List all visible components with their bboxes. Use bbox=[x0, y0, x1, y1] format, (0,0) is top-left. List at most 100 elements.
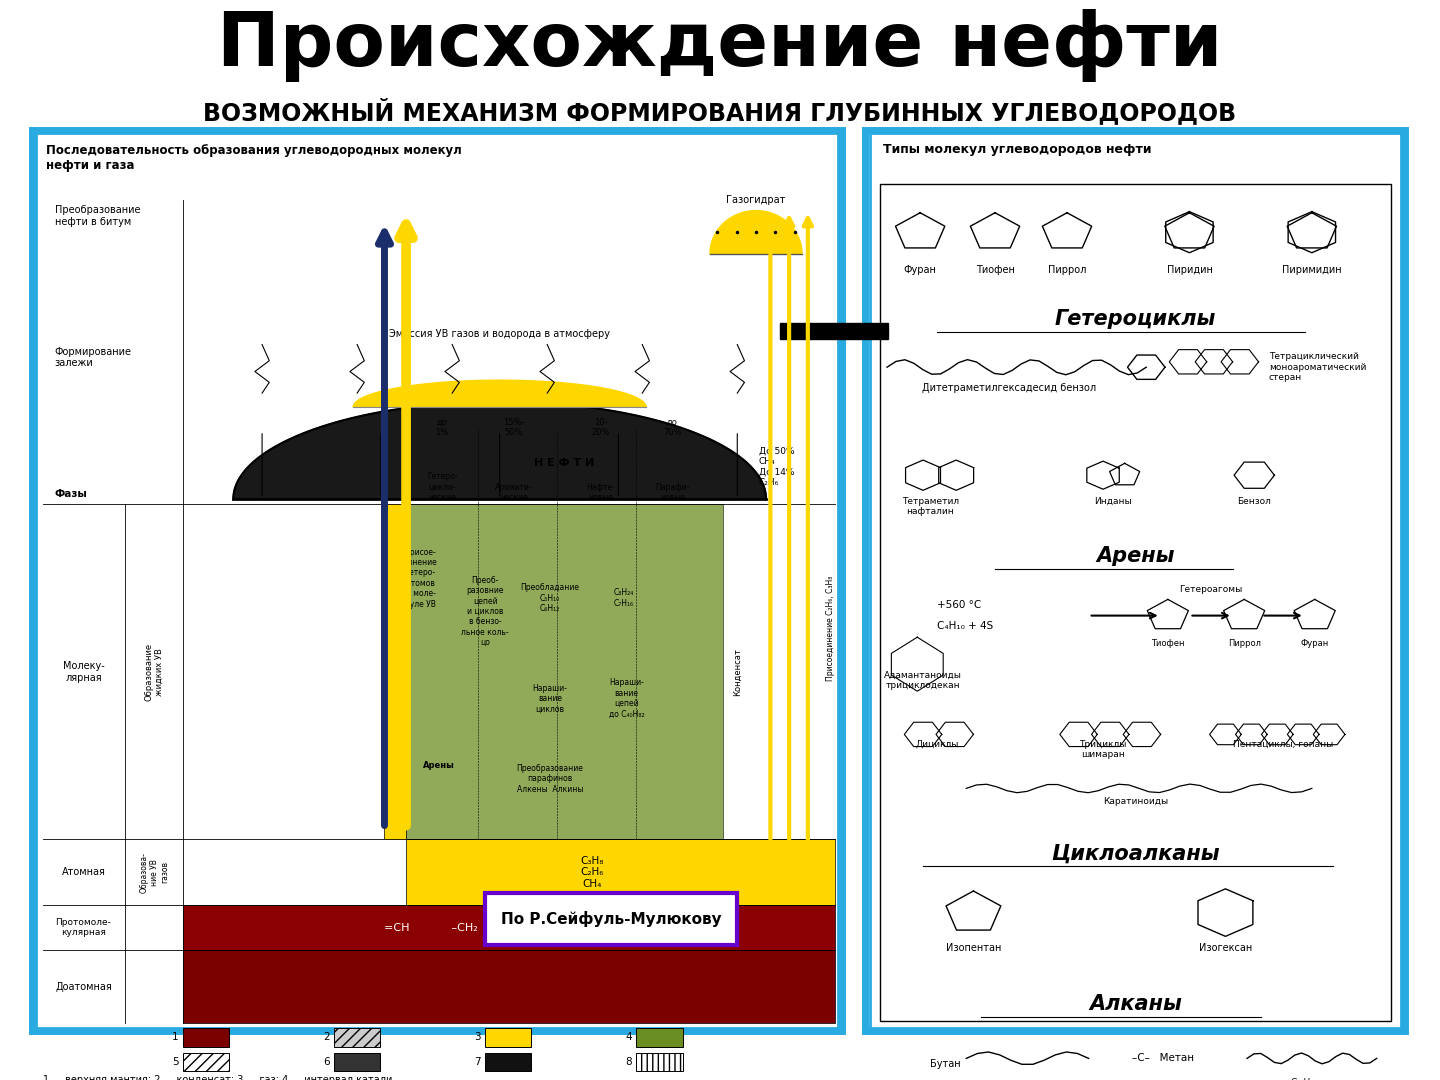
Text: C₁₅H₁₀
Пристан: C₁₅H₁₀ Пристан bbox=[1284, 1078, 1325, 1080]
Text: Нараши-
вание
цепей
до C₄₀H₈₂: Нараши- вание цепей до C₄₀H₈₂ bbox=[609, 678, 644, 718]
Text: Гетероциклы: Гетероциклы bbox=[1054, 309, 1217, 328]
Bar bbox=[485, 1053, 531, 1071]
Bar bbox=[183, 1028, 229, 1047]
Text: Изопентан: Изопентан bbox=[946, 943, 1001, 953]
Text: 1: 1 bbox=[171, 1032, 179, 1042]
Text: –C–   Метан: –C– Метан bbox=[1132, 1053, 1194, 1064]
Text: Фазы: Фазы bbox=[55, 489, 88, 499]
Text: Тиофен: Тиофен bbox=[1151, 639, 1185, 648]
Text: 10-
20%: 10- 20% bbox=[592, 418, 609, 437]
Text: Дициклы: Дициклы bbox=[916, 740, 959, 748]
Text: Газогидрат: Газогидрат bbox=[726, 195, 786, 205]
Text: Присое-
динение
гетеро-
атомов
к моле-
куле УВ: Присое- динение гетеро- атомов к моле- к… bbox=[403, 548, 438, 608]
Text: 5: 5 bbox=[171, 1057, 179, 1067]
Text: Бензол: Бензол bbox=[1237, 497, 1272, 505]
Text: 15%-
50%: 15%- 50% bbox=[504, 418, 524, 437]
Polygon shape bbox=[710, 211, 802, 254]
Text: Арены: Арены bbox=[423, 761, 455, 770]
Text: Преоб-
разовние
цепей
и циклов
в бензо-
льное коль-
цо: Преоб- разовние цепей и циклов в бензо- … bbox=[461, 576, 510, 647]
Text: Пиррол: Пиррол bbox=[1228, 639, 1260, 648]
Bar bbox=[334, 1028, 380, 1047]
Text: До 50%
CH₄
До 14%
C₂H₆: До 50% CH₄ До 14% C₂H₆ bbox=[759, 446, 795, 487]
Text: Изогексан: Изогексан bbox=[1200, 943, 1251, 953]
FancyBboxPatch shape bbox=[865, 130, 1405, 1031]
FancyBboxPatch shape bbox=[32, 130, 842, 1031]
Text: Циклоалканы: Циклоалканы bbox=[1051, 843, 1220, 863]
Text: Н Е Ф Т И: Н Е Ф Т И bbox=[534, 458, 595, 469]
Text: Нараши-
вание
циклов: Нараши- вание циклов bbox=[533, 684, 567, 714]
Text: Тетрациклический
моноароматический
стеран: Тетрациклический моноароматический стера… bbox=[1269, 352, 1367, 382]
Text: Каратиноиды: Каратиноиды bbox=[1103, 797, 1168, 806]
Text: Парафи-
новые: Парафи- новые bbox=[655, 483, 690, 502]
Text: Алканы: Алканы bbox=[1089, 995, 1182, 1014]
Text: Бутан: Бутан bbox=[930, 1058, 960, 1069]
Text: Преобразование
нефти в битум: Преобразование нефти в битум bbox=[55, 205, 140, 227]
Text: 3: 3 bbox=[474, 1032, 481, 1042]
Text: 7: 7 bbox=[474, 1057, 481, 1067]
Text: Конденсат: Конденсат bbox=[733, 648, 742, 696]
Text: 2: 2 bbox=[323, 1032, 330, 1042]
Text: Инданы: Инданы bbox=[1094, 497, 1132, 505]
Bar bbox=[183, 1053, 229, 1071]
Polygon shape bbox=[353, 380, 647, 407]
Text: Протомоле-
кулярная: Протомоле- кулярная bbox=[56, 918, 111, 937]
FancyBboxPatch shape bbox=[485, 893, 737, 945]
Text: Адамантаноиды
трициклодекан: Адамантаноиды трициклодекан bbox=[884, 671, 962, 690]
Text: Пиридин: Пиридин bbox=[1166, 265, 1212, 274]
Text: Пиррол: Пиррол bbox=[1048, 265, 1086, 274]
Text: Формирование
залежи: Формирование залежи bbox=[55, 347, 131, 368]
Polygon shape bbox=[233, 402, 766, 499]
FancyBboxPatch shape bbox=[870, 133, 1401, 1028]
Text: Типы молекул углеводородов нефти: Типы молекул углеводородов нефти bbox=[883, 143, 1151, 156]
Text: до
70%: до 70% bbox=[664, 418, 681, 437]
Text: Трициклы
шимаран: Трициклы шимаран bbox=[1080, 740, 1126, 759]
Text: +560 °C: +560 °C bbox=[937, 599, 982, 610]
Bar bbox=[334, 1053, 380, 1071]
Text: Присоединение C₂H₆, C₃H₈: Присоединение C₂H₆, C₃H₈ bbox=[827, 576, 835, 681]
Text: Происхождение нефти: Происхождение нефти bbox=[217, 9, 1223, 82]
Text: Атомная: Атомная bbox=[62, 867, 105, 877]
Text: Образование
жидких УВ: Образование жидких УВ bbox=[144, 643, 164, 701]
Text: 6: 6 bbox=[323, 1057, 330, 1067]
FancyBboxPatch shape bbox=[880, 184, 1391, 1021]
Bar bbox=[183, 905, 835, 950]
Bar bbox=[636, 1028, 683, 1047]
Text: Пиримидин: Пиримидин bbox=[1282, 265, 1342, 274]
Text: Гетероагомы: Гетероагомы bbox=[1179, 585, 1243, 594]
Bar bbox=[406, 504, 723, 839]
Text: Тетраметил
нафталин: Тетраметил нафталин bbox=[901, 497, 959, 516]
Bar bbox=[384, 504, 406, 839]
Bar bbox=[636, 1053, 683, 1071]
Text: Образова-
ние УВ
газов: Образова- ние УВ газов bbox=[140, 852, 168, 892]
Text: Гетеро-
цикли-
ческие: Гетеро- цикли- ческие bbox=[426, 472, 458, 502]
Text: Эмиссия УВ газов и водорода в атмосферу: Эмиссия УВ газов и водорода в атмосферу bbox=[389, 329, 611, 339]
Text: Преобладание
C₅H₁₀
C₆H₁₂: Преобладание C₅H₁₀ C₆H₁₂ bbox=[521, 583, 579, 613]
Text: По Р.Сейфуль-Мулюкову: По Р.Сейфуль-Мулюкову bbox=[501, 912, 721, 927]
Text: Аромати-
ческие: Аромати- ческие bbox=[495, 483, 533, 502]
Text: Тиофен: Тиофен bbox=[976, 265, 1014, 274]
Text: 1 — верхняя мантия; 2 — конденсат; 3 — газ; 4 — интервал катали-
тических преобр: 1 — верхняя мантия; 2 — конденсат; 3 — г… bbox=[43, 1075, 412, 1080]
Text: Доатомная: Доатомная bbox=[55, 982, 112, 991]
Text: Пентациклы, гопаны: Пентациклы, гопаны bbox=[1233, 740, 1333, 748]
Text: Дитетраметилгексадесид бензол: Дитетраметилгексадесид бензол bbox=[923, 383, 1096, 393]
Text: Фуран: Фуран bbox=[1300, 639, 1329, 648]
Text: Преобразование
парафинов
Алкены  Алкины: Преобразование парафинов Алкены Алкины bbox=[517, 764, 583, 794]
Text: 8: 8 bbox=[625, 1057, 632, 1067]
Text: 4: 4 bbox=[625, 1032, 632, 1042]
Text: C₄H₁₀ + 4S: C₄H₁₀ + 4S bbox=[937, 621, 994, 632]
Bar bbox=[406, 839, 835, 905]
Bar bbox=[485, 1028, 531, 1047]
Text: C₈H₂₄
C₇H₁₆: C₈H₂₄ C₇H₁₆ bbox=[613, 589, 634, 608]
Text: до
1%: до 1% bbox=[435, 418, 449, 437]
Bar bbox=[183, 950, 835, 1023]
Text: Последовательность образования углеводородных молекул
нефти и газа: Последовательность образования углеводор… bbox=[46, 144, 462, 172]
FancyBboxPatch shape bbox=[36, 133, 838, 1028]
Text: =CH            –CH₂    –CH₃: =CH –CH₂ –CH₃ bbox=[384, 922, 518, 933]
Text: Молеку-
лярная: Молеку- лярная bbox=[63, 661, 104, 683]
Text: Нафте-
новые: Нафте- новые bbox=[586, 483, 615, 502]
Bar bbox=[780, 323, 888, 339]
Text: ВОЗМОЖНЫЙ МЕХАНИЗМ ФОРМИРОВАНИЯ ГЛУБИННЫХ УГЛЕВОДОРОДОВ: ВОЗМОЖНЫЙ МЕХАНИЗМ ФОРМИРОВАНИЯ ГЛУБИННЫ… bbox=[203, 98, 1237, 124]
Text: Арены: Арены bbox=[1096, 546, 1175, 566]
Text: C₃H₈
C₂H₆
CH₄: C₃H₈ C₂H₆ CH₄ bbox=[580, 855, 603, 889]
Text: Фуран: Фуран bbox=[904, 265, 936, 274]
